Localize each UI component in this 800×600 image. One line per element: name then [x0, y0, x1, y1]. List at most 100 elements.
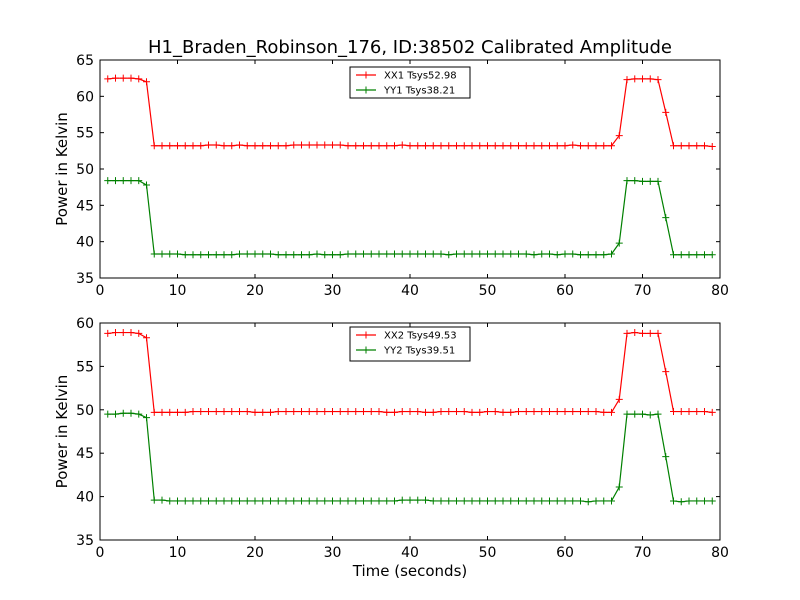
y-tick-label: 35 [76, 533, 94, 549]
legend-marker [362, 331, 370, 339]
data-point-marker [422, 142, 429, 150]
data-point-marker [166, 408, 174, 416]
data-point-marker [360, 142, 367, 150]
data-point-marker [414, 142, 422, 150]
data-point-marker [685, 142, 693, 150]
legend-label: XX1 Tsys52.98 [384, 71, 457, 82]
data-point-marker [476, 142, 484, 150]
data-point-marker [321, 497, 329, 505]
data-point-marker [584, 408, 592, 416]
data-point-marker [670, 497, 677, 505]
data-point-marker [577, 251, 584, 259]
y-tick-label: 50 [76, 403, 94, 419]
data-point-marker [406, 496, 414, 504]
data-point-marker [670, 142, 677, 150]
data-point-marker [228, 497, 236, 505]
data-point-marker [592, 497, 600, 505]
data-point-marker [181, 497, 189, 505]
data-point-marker [158, 142, 166, 150]
data-point-marker [391, 250, 398, 258]
data-point-marker [267, 497, 274, 505]
data-point-marker [654, 177, 662, 185]
data-point-marker [398, 496, 406, 504]
data-point-marker [491, 250, 499, 258]
x-tick-label: 20 [246, 283, 264, 299]
data-point-marker [313, 250, 321, 258]
data-point-marker [460, 497, 468, 505]
data-point-marker [259, 142, 267, 150]
data-point-marker [243, 408, 251, 416]
data-point-marker [615, 395, 623, 403]
data-point-marker [112, 74, 119, 82]
data-point-marker [321, 251, 329, 259]
data-point-marker [298, 497, 305, 505]
data-point-marker [274, 408, 282, 416]
data-point-marker [538, 408, 546, 416]
data-point-marker [127, 74, 135, 82]
data-point-marker [150, 408, 158, 416]
data-point-marker [290, 141, 298, 149]
data-point-marker [305, 141, 313, 149]
data-point-marker [135, 177, 143, 185]
data-point-marker [352, 250, 360, 258]
data-point-marker [584, 251, 592, 259]
data-point-marker [608, 142, 615, 150]
data-point-marker [236, 141, 243, 149]
data-point-marker [631, 177, 639, 185]
data-point-marker [530, 251, 538, 259]
data-point-marker [561, 250, 569, 258]
data-point-marker [220, 251, 228, 259]
data-point-marker [112, 410, 119, 418]
data-point-marker [553, 497, 561, 505]
data-point-marker [546, 408, 553, 416]
data-point-marker [499, 250, 507, 258]
y-tick-label: 60 [76, 316, 94, 332]
data-point-marker [693, 142, 701, 150]
data-point-marker [708, 408, 716, 416]
x-tick-label: 80 [711, 283, 729, 299]
data-point-marker [391, 408, 398, 416]
data-point-marker [615, 239, 623, 247]
data-point-marker [181, 142, 189, 150]
data-point-marker [670, 251, 677, 259]
data-point-marker [298, 251, 305, 259]
y-tick-label: 55 [76, 126, 94, 142]
data-point-marker [701, 408, 708, 416]
data-point-marker [662, 453, 670, 461]
data-point-marker [538, 250, 546, 258]
data-point-marker [158, 408, 166, 416]
data-point-marker [484, 408, 491, 416]
data-point-marker [174, 250, 181, 258]
data-point-marker [608, 497, 615, 505]
data-point-marker [515, 408, 522, 416]
data-point-marker [468, 250, 476, 258]
data-point-marker [150, 142, 158, 150]
data-point-marker [507, 250, 515, 258]
data-point-marker [298, 141, 305, 149]
data-point-marker [491, 497, 499, 505]
data-point-marker [639, 75, 646, 83]
data-point-marker [336, 497, 344, 505]
data-point-marker [336, 141, 344, 149]
data-point-marker [119, 409, 127, 417]
data-point-marker [329, 408, 336, 416]
data-point-marker [484, 250, 491, 258]
data-point-marker [414, 408, 422, 416]
data-point-marker [615, 483, 623, 491]
data-point-marker [445, 251, 453, 259]
data-point-marker [437, 408, 445, 416]
data-point-marker [600, 142, 608, 150]
data-point-marker [584, 142, 592, 150]
data-point-marker [274, 251, 282, 259]
data-point-marker [282, 497, 290, 505]
x-tick-label: 70 [634, 283, 652, 299]
data-point-marker [391, 142, 398, 150]
data-point-marker [158, 250, 166, 258]
data-point-marker [321, 141, 329, 149]
data-point-marker [143, 78, 150, 86]
data-point-marker [282, 142, 290, 150]
x-tick-label: 10 [169, 545, 187, 561]
x-tick-label: 60 [556, 545, 574, 561]
data-point-marker [104, 75, 112, 83]
